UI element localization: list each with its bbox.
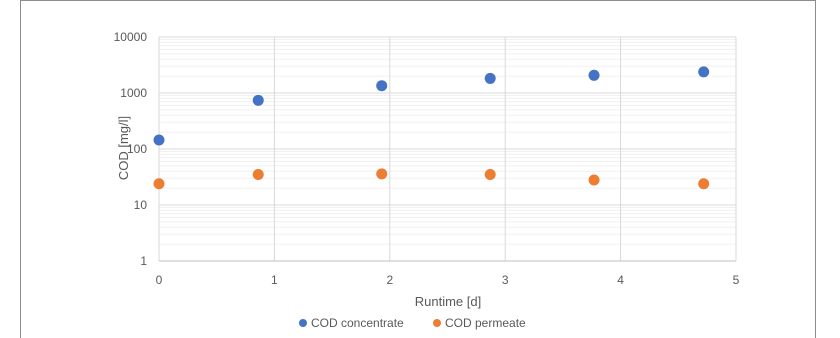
x-tick-label: 5	[733, 273, 740, 287]
marks-layer	[153, 66, 710, 190]
chart-frame	[20, 0, 816, 338]
legend-label: COD permeate	[445, 316, 526, 330]
y-tick-label: 1000	[120, 86, 147, 100]
x-tick-label: 1	[271, 273, 278, 287]
y-tick-label: 100	[127, 142, 147, 156]
concentrate-point	[484, 72, 496, 84]
x-axis-title: Runtime [d]	[415, 294, 481, 309]
permeate-point	[252, 169, 264, 181]
concentrate-point	[376, 80, 388, 92]
x-tick-label: 4	[617, 273, 624, 287]
permeate-point	[153, 178, 165, 190]
legend-label: COD concentrate	[311, 316, 404, 330]
permeate-point	[588, 174, 600, 186]
x-tick-label: 0	[156, 273, 163, 287]
x-tick-label: 3	[502, 273, 509, 287]
permeate-point	[698, 178, 710, 190]
y-tick-label: 1	[140, 254, 147, 268]
concentrate-point	[588, 69, 600, 81]
y-tick-label: 10000	[114, 30, 148, 44]
x-tick-label: 2	[386, 273, 393, 287]
permeate-point	[484, 169, 496, 181]
concentrate-point	[153, 134, 165, 146]
y-tick-label: 10	[134, 198, 148, 212]
grid-layer	[158, 36, 737, 262]
legend-marker	[299, 319, 307, 327]
y-axis-title: COD [mg/l]	[116, 116, 131, 180]
legend: COD concentrate COD permeate	[299, 316, 526, 330]
legend-marker	[433, 319, 441, 327]
concentrate-point	[698, 66, 710, 78]
permeate-point	[376, 168, 388, 180]
concentrate-point	[252, 94, 264, 106]
